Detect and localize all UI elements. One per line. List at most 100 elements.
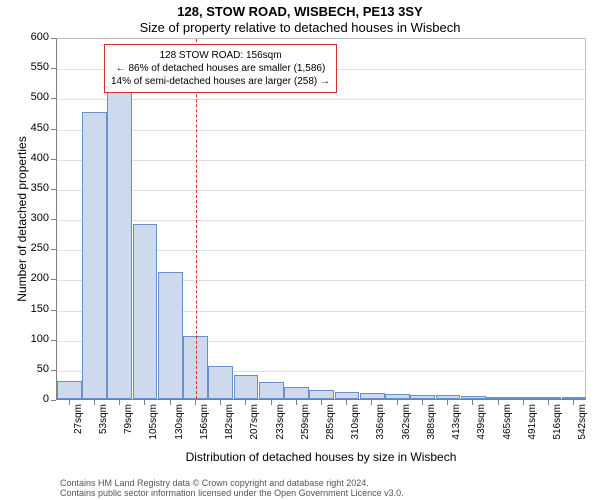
x-tick-label: 516sqm xyxy=(552,404,563,444)
y-tick xyxy=(51,400,56,401)
histogram-bar xyxy=(284,387,309,399)
y-tick-label: 500 xyxy=(24,91,49,103)
y-tick xyxy=(51,370,56,371)
histogram-bar xyxy=(562,397,587,399)
x-tick-label: 53sqm xyxy=(98,404,109,444)
y-tick-label: 0 xyxy=(24,393,49,405)
histogram-bar xyxy=(133,224,158,399)
copyright-text-1: Contains HM Land Registry data © Crown c… xyxy=(60,478,369,488)
y-tick-label: 250 xyxy=(24,242,49,254)
x-tick-label: 182sqm xyxy=(224,404,235,444)
x-tick xyxy=(170,400,171,405)
x-tick xyxy=(245,400,246,405)
x-tick-label: 491sqm xyxy=(527,404,538,444)
y-tick xyxy=(51,68,56,69)
x-tick-label: 285sqm xyxy=(325,404,336,444)
x-tick xyxy=(447,400,448,405)
y-tick xyxy=(51,98,56,99)
y-tick xyxy=(51,340,56,341)
x-tick xyxy=(119,400,120,405)
y-tick-label: 450 xyxy=(24,122,49,134)
histogram-bar xyxy=(57,381,82,399)
gridline xyxy=(57,190,587,191)
gridline xyxy=(57,220,587,221)
histogram-bar xyxy=(309,390,334,399)
y-tick-label: 50 xyxy=(24,363,49,375)
y-tick xyxy=(51,38,56,39)
y-tick-label: 300 xyxy=(24,212,49,224)
x-tick-label: 362sqm xyxy=(401,404,412,444)
x-tick xyxy=(498,400,499,405)
y-tick-label: 200 xyxy=(24,272,49,284)
x-tick-label: 439sqm xyxy=(476,404,487,444)
x-tick xyxy=(523,400,524,405)
gridline xyxy=(57,130,587,131)
y-tick xyxy=(51,189,56,190)
y-tick-label: 550 xyxy=(24,61,49,73)
annotation-line: 128 STOW ROAD: 156sqm xyxy=(111,49,330,62)
histogram-bar xyxy=(360,393,385,399)
x-tick-label: 259sqm xyxy=(300,404,311,444)
x-tick xyxy=(397,400,398,405)
x-tick-label: 105sqm xyxy=(148,404,159,444)
y-tick xyxy=(51,310,56,311)
y-tick-label: 400 xyxy=(24,152,49,164)
histogram-bar xyxy=(335,392,360,399)
y-tick xyxy=(51,159,56,160)
annotation-line: 14% of semi-detached houses are larger (… xyxy=(111,75,330,88)
annotation-line: ← 86% of detached houses are smaller (1,… xyxy=(111,62,330,75)
copyright-line: Contains public sector information licen… xyxy=(60,488,404,498)
x-tick-label: 413sqm xyxy=(451,404,462,444)
x-tick xyxy=(296,400,297,405)
x-tick-label: 388sqm xyxy=(426,404,437,444)
x-tick xyxy=(220,400,221,405)
x-tick-label: 156sqm xyxy=(199,404,210,444)
x-tick xyxy=(548,400,549,405)
histogram-bar xyxy=(158,272,183,399)
histogram-bar xyxy=(107,58,132,399)
copyright-text-2: Contains public sector information licen… xyxy=(60,488,404,498)
x-tick xyxy=(69,400,70,405)
x-tick-label: 233sqm xyxy=(275,404,286,444)
y-tick xyxy=(51,219,56,220)
histogram-bar xyxy=(461,396,486,399)
x-tick-label: 310sqm xyxy=(350,404,361,444)
y-tick xyxy=(51,129,56,130)
histogram-bar xyxy=(436,395,461,399)
gridline xyxy=(57,99,587,100)
x-tick-label: 465sqm xyxy=(502,404,513,444)
x-tick xyxy=(321,400,322,405)
x-tick xyxy=(94,400,95,405)
annotation-box: 128 STOW ROAD: 156sqm← 86% of detached h… xyxy=(104,44,337,93)
x-tick-label: 542sqm xyxy=(577,404,588,444)
y-tick-label: 100 xyxy=(24,333,49,345)
x-tick xyxy=(422,400,423,405)
y-tick-label: 600 xyxy=(24,31,49,43)
histogram-bar xyxy=(511,397,536,399)
histogram-bar xyxy=(410,395,435,399)
x-tick xyxy=(195,400,196,405)
histogram-bar xyxy=(385,394,410,399)
x-tick-label: 79sqm xyxy=(123,404,134,444)
x-tick xyxy=(144,400,145,405)
x-tick xyxy=(271,400,272,405)
marker-line xyxy=(196,39,197,399)
title-sub: Size of property relative to detached ho… xyxy=(0,20,600,36)
histogram-bar xyxy=(486,397,511,399)
x-axis-label: Distribution of detached houses by size … xyxy=(56,450,586,464)
x-tick xyxy=(371,400,372,405)
y-tick-label: 350 xyxy=(24,182,49,194)
gridline xyxy=(57,160,587,161)
y-tick xyxy=(51,249,56,250)
title-main: 128, STOW ROAD, WISBECH, PE13 3SY xyxy=(0,4,600,20)
histogram-bar xyxy=(259,382,284,399)
x-tick-label: 130sqm xyxy=(174,404,185,444)
x-tick xyxy=(573,400,574,405)
x-tick-label: 336sqm xyxy=(375,404,386,444)
x-tick-label: 27sqm xyxy=(73,404,84,444)
copyright-line: Contains HM Land Registry data © Crown c… xyxy=(60,478,369,488)
histogram-bar xyxy=(208,366,233,399)
x-tick xyxy=(346,400,347,405)
histogram-bar xyxy=(82,112,107,399)
x-tick xyxy=(472,400,473,405)
